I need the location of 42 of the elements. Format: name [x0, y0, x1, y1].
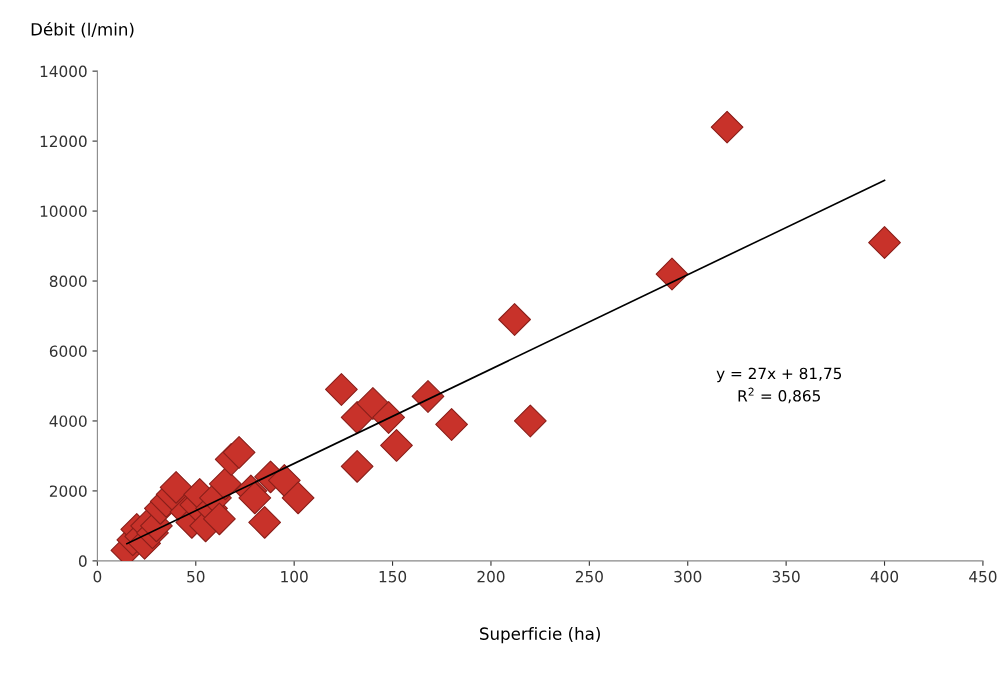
point	[248, 506, 282, 539]
y-tick-label: 0	[78, 555, 87, 567]
point	[267, 464, 301, 497]
point	[411, 380, 445, 413]
point	[710, 110, 744, 144]
point	[281, 481, 315, 515]
point	[356, 387, 390, 420]
annotation: R$^{2}$ = 0,865	[738, 387, 820, 404]
point	[655, 257, 689, 291]
y-tick-label: 4000	[49, 415, 87, 427]
y-tick-label: 6000	[49, 345, 87, 358]
x-tick-label: 200	[477, 570, 505, 583]
x-tick-label: 300	[674, 570, 702, 583]
x-tick-label: 50	[187, 570, 205, 583]
annotation: y = 27x + 81,75	[716, 367, 842, 383]
point	[498, 303, 531, 336]
x-tick-label: 0	[93, 570, 102, 583]
y-tick-label: 14000	[40, 65, 87, 78]
point	[222, 436, 256, 469]
y-tick-label: 8000	[49, 275, 87, 288]
point	[340, 450, 374, 483]
point	[208, 467, 242, 501]
point	[513, 404, 547, 438]
x-tick-label: 250	[575, 570, 603, 583]
point	[380, 429, 413, 462]
y-tick-label: 12000	[40, 135, 87, 148]
point	[159, 471, 193, 504]
x-tick-label: 100	[281, 570, 308, 583]
x-tick-label: 450	[969, 570, 997, 583]
x-axis-title: Superficie (ha)	[480, 627, 600, 644]
point	[203, 502, 236, 536]
x-tick-label: 400	[870, 570, 899, 583]
point	[868, 226, 901, 259]
point	[435, 408, 468, 441]
point	[325, 373, 358, 406]
y-axis-title: Débit (l/min)	[31, 22, 134, 38]
y-tick-label: 2000	[49, 485, 87, 497]
x-tick-label: 350	[772, 570, 800, 583]
point	[238, 481, 272, 515]
x-tick-label: 150	[379, 570, 407, 583]
point	[372, 401, 406, 434]
y-tick-label: 10000	[40, 205, 87, 218]
